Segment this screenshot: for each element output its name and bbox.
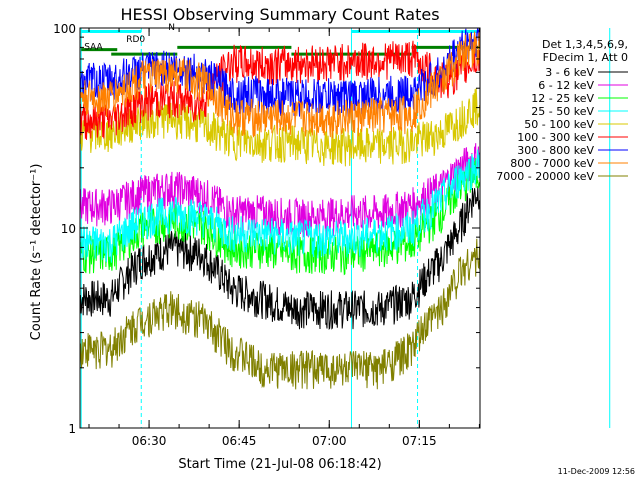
axis-ticks: 06:30 06:45 07:00 07:15 1 10 100 xyxy=(53,22,480,448)
legend-label: 50 - 100 keV xyxy=(524,118,594,131)
y-tick-label: 1 xyxy=(68,422,76,436)
chart-xlabel: Start Time (21-Jul-08 06:18:42) xyxy=(178,457,381,472)
series-line-9 xyxy=(79,238,480,390)
series-line-6 xyxy=(79,40,480,140)
legend-label: 7000 - 20000 keV xyxy=(496,170,594,183)
series-line-7 xyxy=(79,27,480,117)
chart-title: HESSI Observing Summary Count Rates xyxy=(120,5,439,24)
x-tick-label: 07:15 xyxy=(402,434,437,448)
y-tick-label: 100 xyxy=(53,22,76,36)
legend-label: 6 - 12 keV xyxy=(538,79,594,92)
y-tick-label: 10 xyxy=(61,222,76,236)
x-tick-label: 06:30 xyxy=(132,434,167,448)
legend-label: 3 - 6 keV xyxy=(545,66,594,79)
series-line-1 xyxy=(79,186,480,330)
annotation-label: RD0 xyxy=(126,35,145,45)
legend-label: 12 - 25 keV xyxy=(531,92,594,105)
series-line-5 xyxy=(79,88,480,167)
series-line-4 xyxy=(79,149,480,263)
legend-label: 25 - 50 keV xyxy=(531,105,594,118)
series-line-8 xyxy=(79,31,480,139)
annotation-label: SAA xyxy=(84,43,103,53)
series-line-2 xyxy=(79,143,480,238)
series-layer xyxy=(79,27,480,390)
chart-ylabel: Count Rate (s⁻¹ detector⁻¹) xyxy=(29,164,44,341)
footer-timestamp: 11-Dec-2009 12:56 xyxy=(558,467,635,476)
legend-label: 800 - 7000 keV xyxy=(510,157,594,170)
legend-header-line-2: FDecim 1, Att 0 xyxy=(543,51,628,64)
legend-header-line-1: Det 1,3,4,5,6,9, xyxy=(542,38,628,51)
legend: Det 1,3,4,5,6,9, FDecim 1, Att 0 3 - 6 k… xyxy=(496,38,628,183)
legend-label: 100 - 300 keV xyxy=(517,131,594,144)
x-tick-label: 07:00 xyxy=(312,434,347,448)
legend-label: 300 - 800 keV xyxy=(517,144,594,157)
x-tick-label: 06:45 xyxy=(222,434,257,448)
